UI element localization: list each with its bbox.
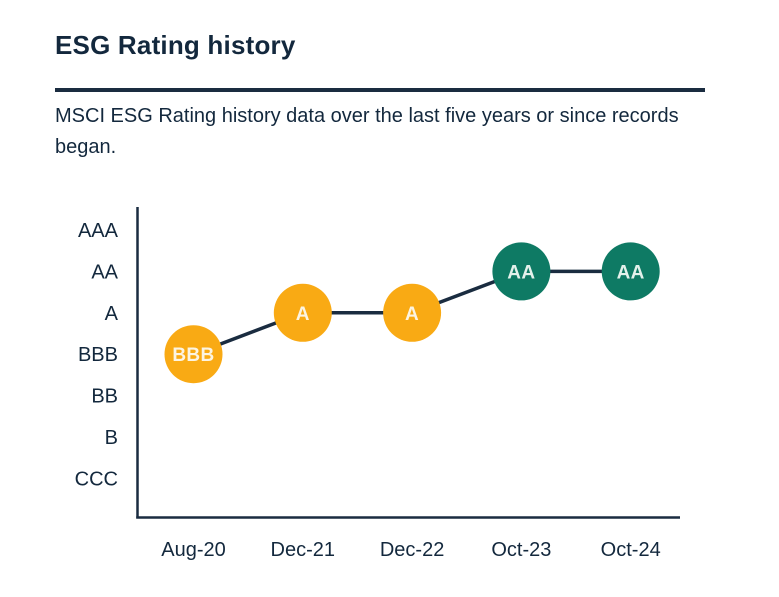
y-axis-label-b: B — [105, 427, 118, 449]
rating-point-label-dec-22: A — [405, 304, 419, 325]
rating-point-label-dec-21: A — [296, 304, 310, 325]
title-divider — [55, 88, 705, 92]
page-title: ESG Rating history — [55, 30, 296, 60]
y-axis-label-bbb: BBB — [78, 344, 118, 366]
rating-point-label-aug-20: BBB — [172, 345, 214, 366]
y-axis-label-a: A — [105, 303, 119, 325]
x-axis-label-dec-21: Dec-21 — [271, 539, 335, 561]
rating-point-oct-24 — [601, 242, 660, 301]
rating-point-dec-21 — [273, 283, 332, 342]
rating-point-aug-20 — [164, 325, 223, 384]
page-subtitle: MSCI ESG Rating history data over the la… — [55, 105, 679, 158]
x-axis-label-aug-20: Aug-20 — [161, 539, 226, 561]
rating-point-oct-23 — [492, 242, 551, 301]
y-axis-label-bb: BB — [91, 386, 118, 408]
x-axis-label-oct-23: Oct-23 — [491, 539, 551, 561]
x-axis-label-dec-22: Dec-22 — [380, 539, 444, 561]
y-axis-label-ccc: CCC — [75, 468, 118, 490]
rating-point-dec-22 — [383, 283, 442, 342]
rating-point-label-oct-24: AA — [617, 262, 645, 283]
y-axis-label-aa: AA — [91, 261, 118, 283]
rating-point-label-oct-23: AA — [507, 262, 535, 283]
y-axis-label-aaa: AAA — [78, 220, 119, 242]
x-axis-label-oct-24: Oct-24 — [601, 539, 661, 561]
